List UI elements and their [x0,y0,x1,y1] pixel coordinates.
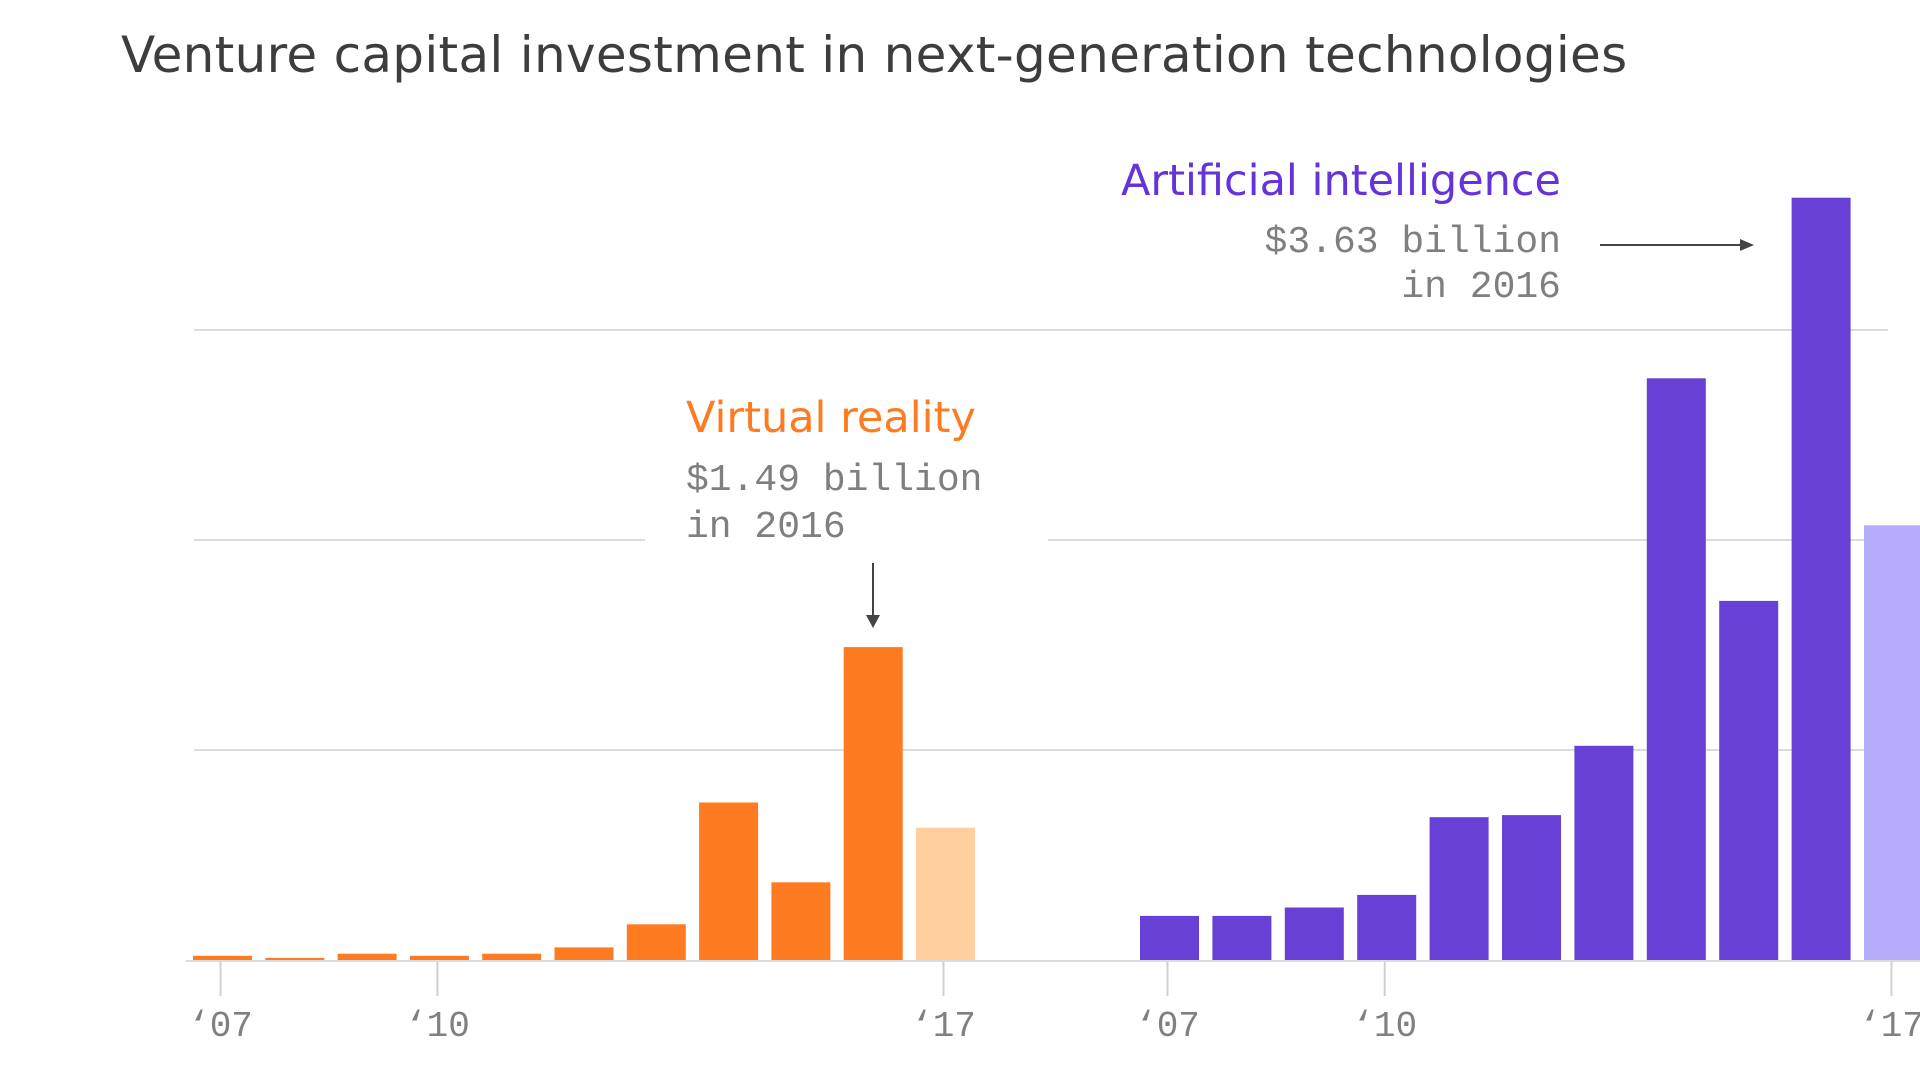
ai-value-note: $3.63 billion [1265,221,1561,264]
vr-bar-2014 [699,802,759,960]
ai-series-label: Artificial intelligence [1121,156,1561,206]
bars [193,197,1920,960]
ai-bar-2008 [1212,915,1272,960]
ai-tick-label: ‘10 [1352,1006,1417,1047]
vr-tick-label: ‘07 [188,1006,253,1047]
vr-bar-2012 [554,947,614,960]
vr-series-label: Virtual reality [686,393,976,443]
x-axis: ‘07 ‘10 ‘17 ‘07 ‘10 ‘17 [188,962,1920,1047]
vr-bar-2009 [337,953,397,960]
vr-arrow-head-icon [866,615,880,628]
ai-bar-2015 [1719,600,1779,960]
ai-bar-2013 [1574,745,1634,960]
vr-bar-2013 [626,924,686,960]
vr-bar-2017 [916,827,975,960]
ai-bar-2010 [1357,894,1417,960]
chart-title: Venture capital investment in next-gener… [121,26,1627,84]
ai-annotation: Artificial intelligence $3.63 billion in… [1121,156,1754,309]
vr-bar-2007 [193,955,252,960]
vr-bar-2010 [409,955,469,960]
ai-tick-label: ‘17 [1859,1006,1920,1047]
ai-year-note: in 2016 [1401,266,1561,309]
vr-bar-2011 [482,953,542,960]
vr-bar-2008 [265,957,325,960]
vr-annotation: Virtual reality $1.49 billion in 2016 [686,393,982,628]
vr-tick-label: ‘10 [405,1006,470,1047]
ai-bar-2017 [1864,525,1920,960]
ai-bar-2009 [1284,907,1344,960]
ai-arrow-head-icon [1740,239,1754,251]
vr-tick-label: ‘17 [911,1006,976,1047]
vr-bar-2016 [843,647,903,960]
ai-bar-2014 [1646,378,1706,960]
ai-bar-2011 [1429,817,1489,960]
ai-bar-2012 [1502,815,1561,960]
vr-bar-2015 [771,882,831,960]
vr-year-note: in 2016 [686,506,846,549]
ai-bar-2016 [1791,197,1851,960]
vr-value-note: $1.49 billion [686,459,982,502]
ai-bar-2007 [1140,915,1199,960]
ai-tick-label: ‘07 [1135,1006,1200,1047]
